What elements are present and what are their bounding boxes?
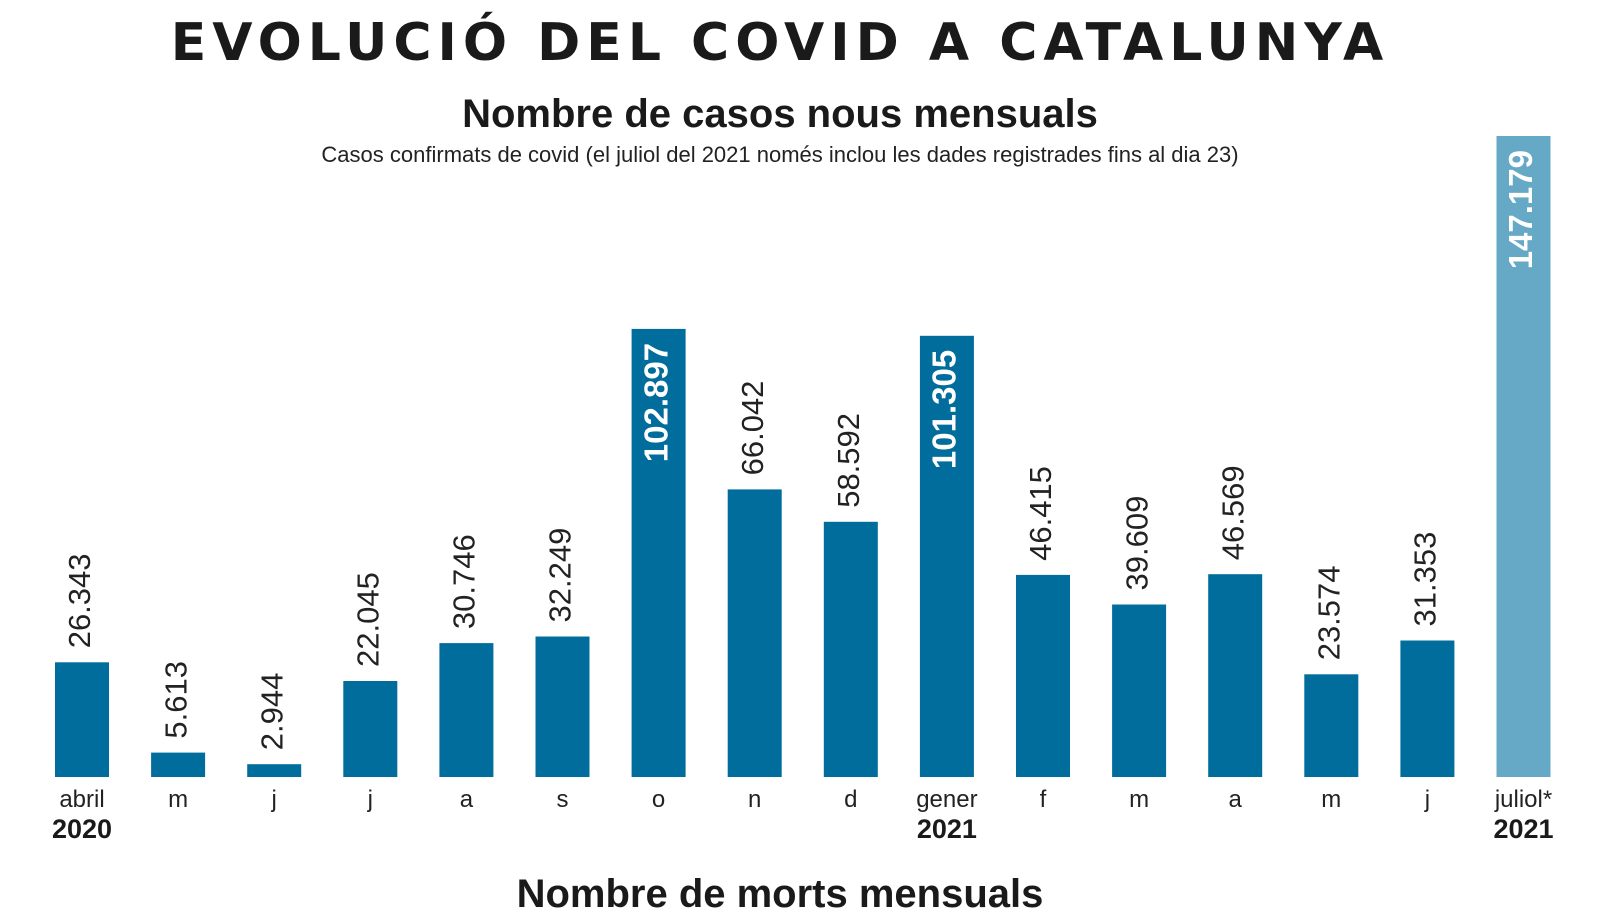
x-year-label: 2021 (917, 814, 977, 844)
x-tick-label: gener (916, 786, 977, 813)
x-tick-label: s (557, 786, 569, 813)
bar (919, 335, 974, 777)
bar (631, 328, 686, 777)
bar-value-label: 102.897 (637, 343, 674, 462)
bar-value-label: 5.613 (158, 661, 193, 739)
x-tick-label: j (271, 786, 277, 813)
bar-value-label: 26.343 (62, 553, 97, 648)
next-chart-title: Nombre de morts mensuals (516, 872, 1044, 916)
x-tick-label: m (1129, 786, 1149, 813)
bar-value-label: 2.944 (254, 673, 289, 751)
bar-value-label: 58.592 (831, 413, 866, 508)
bar-value-label: 46.415 (1023, 466, 1058, 561)
bar (1400, 640, 1455, 777)
bar (151, 752, 206, 777)
bar-value-label: 32.249 (543, 528, 578, 623)
bar (343, 681, 398, 777)
bar-value-label: 101.305 (926, 350, 963, 469)
bar (823, 521, 878, 777)
x-tick-label: o (652, 786, 665, 813)
bar (1208, 574, 1263, 777)
bar (1112, 604, 1167, 777)
bar-value-label: 39.609 (1119, 496, 1154, 591)
x-year-label: 2021 (1493, 814, 1553, 844)
x-tick-label: m (1321, 786, 1341, 813)
x-tick-label: m (168, 786, 188, 813)
bar-value-label: 22.045 (350, 572, 385, 667)
bar (439, 643, 494, 777)
bar (1016, 574, 1070, 777)
bar (247, 764, 302, 777)
x-tick-label: a (460, 786, 474, 813)
x-year-label: 2020 (52, 814, 112, 844)
x-tick-label: a (1229, 786, 1243, 813)
bar-value-label: 46.569 (1215, 465, 1250, 560)
x-tick-label: f (1040, 786, 1047, 813)
bar (535, 636, 590, 777)
bar-value-label: 30.746 (447, 534, 482, 629)
x-tick-label: juliol* (1494, 786, 1552, 813)
chart-main-title: EVOLUCIÓ DEL COVID A CATALUNYA (170, 13, 1390, 73)
x-tick-label: j (367, 786, 373, 813)
bar (55, 662, 109, 777)
bar (727, 489, 782, 777)
bar-value-label: 23.574 (1311, 565, 1346, 660)
x-tick-label: abril (59, 786, 104, 813)
x-tick-label: d (844, 786, 857, 813)
x-tick-label: j (1424, 786, 1430, 813)
x-tick-label: n (748, 786, 761, 813)
bar-value-label: 147.179 (1502, 150, 1539, 269)
bar-value-label: 31.353 (1408, 532, 1443, 627)
bar (1304, 674, 1359, 777)
bar-value-label: 66.042 (735, 381, 770, 476)
bar (1496, 136, 1551, 777)
chart-subtitle: Nombre de casos nous mensuals (462, 92, 1098, 136)
chart-note: Casos confirmats de covid (el juliol del… (321, 142, 1239, 167)
